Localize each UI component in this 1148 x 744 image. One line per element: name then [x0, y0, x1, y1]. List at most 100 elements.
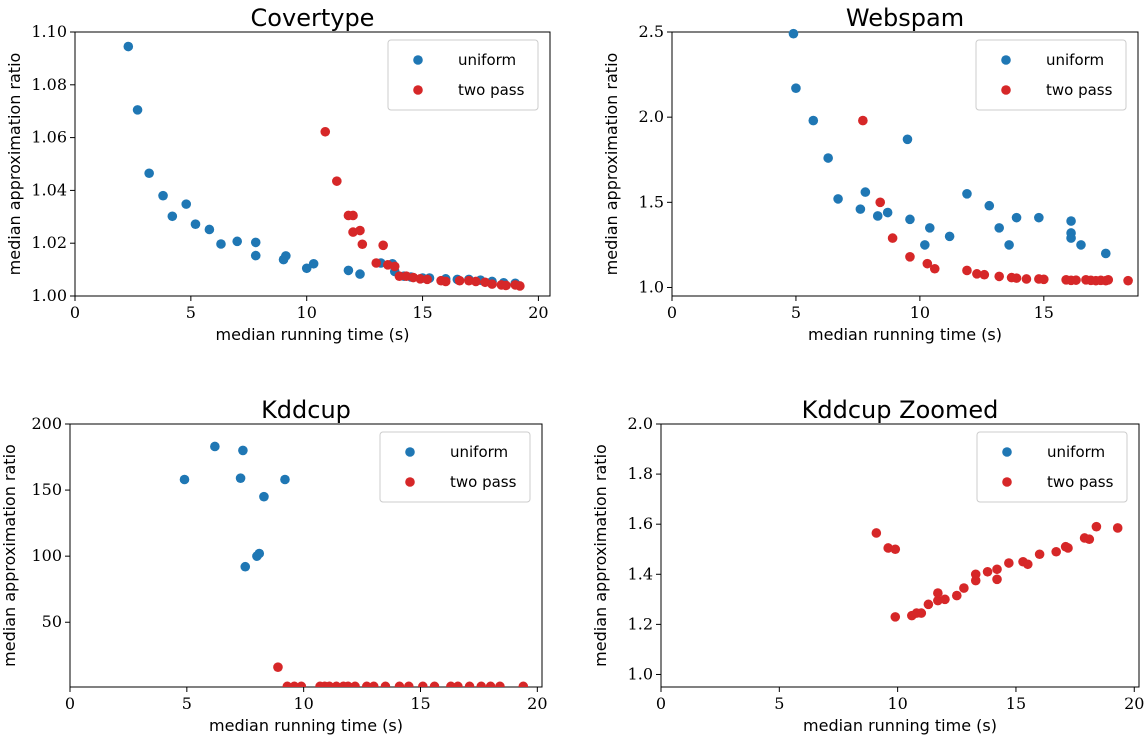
- x-tick-label: 0: [656, 694, 666, 713]
- uniform-point: [343, 265, 354, 276]
- uniform-point: [1066, 216, 1076, 226]
- x-tick-label: 10: [910, 303, 930, 322]
- y-tick-label: 100: [31, 546, 62, 565]
- panel-1: Covertype 0 5 10 15 20 1.00 1.02 1.04 1.06 1.08 1.1…: [5, 4, 551, 344]
- uniform-point: [238, 445, 248, 456]
- x-tick-label: 10: [887, 694, 907, 713]
- y-tick-label: 1.0: [639, 277, 664, 296]
- y-tick-label: 50: [42, 612, 62, 631]
- x-tick-label: 15: [1034, 303, 1054, 322]
- uniform-point: [123, 41, 134, 52]
- y-tick-label: 1.0: [628, 664, 653, 683]
- two-pass-point: [858, 115, 868, 126]
- two-pass-point: [1039, 274, 1049, 285]
- x-tick-label: 0: [667, 303, 677, 322]
- uniform-point: [791, 83, 801, 94]
- two-pass-point: [1084, 534, 1095, 545]
- uniform-point: [281, 251, 291, 261]
- two-pass-point: [890, 612, 901, 622]
- chart-title: Kddcup Zoomed: [802, 396, 999, 424]
- legend-label: uniform: [1046, 51, 1104, 69]
- two-pass-point: [992, 564, 1002, 575]
- two-pass-point: [883, 543, 893, 553]
- two-pass-point: [495, 681, 505, 687]
- legend-frame: [976, 431, 1128, 503]
- x-tick-label: 5: [182, 694, 192, 713]
- uniform-point: [144, 168, 154, 179]
- two-pass-point: [476, 681, 487, 687]
- uniform-point: [1011, 212, 1022, 223]
- two-pass-point: [923, 599, 934, 610]
- two-pass-point: [916, 608, 927, 618]
- uniform-point: [823, 153, 833, 163]
- legend: uniform two pass: [387, 39, 539, 111]
- uniform-point: [860, 187, 871, 197]
- uniform-point: [250, 250, 261, 261]
- legend-label: two pass: [1046, 81, 1113, 99]
- two-pass-point: [1071, 275, 1081, 285]
- two-pass-point: [357, 239, 368, 250]
- legend-label: two pass: [1047, 473, 1114, 491]
- two-pass-point: [992, 574, 1002, 585]
- uniform-point: [355, 269, 365, 279]
- uniform-point: [167, 211, 178, 222]
- legend-label: two pass: [458, 81, 525, 99]
- uniform-point: [250, 237, 261, 248]
- x-axis-label: median running time (s): [808, 325, 1002, 344]
- two-pass-point: [471, 276, 481, 287]
- two-pass-point: [464, 275, 474, 286]
- y-tick-label: 200: [31, 414, 62, 433]
- x-axis-label: median running time (s): [803, 716, 997, 735]
- x-tick-label: 5: [791, 303, 801, 322]
- two-pass-point: [929, 263, 940, 274]
- x-tick-label: 5: [186, 303, 196, 322]
- x-tick-label: 20: [527, 694, 547, 713]
- uniform-point: [994, 223, 1004, 233]
- y-tick-label: 1.6: [628, 514, 653, 533]
- legend: uniform two pass: [379, 431, 531, 503]
- y-tick-label: 1.02: [31, 233, 67, 252]
- y-tick-label: 2.0: [639, 107, 664, 126]
- legend-marker: [413, 55, 423, 65]
- two-pass-point: [1091, 521, 1102, 532]
- uniform-point: [216, 239, 226, 249]
- uniform-point: [240, 561, 251, 572]
- two-pass-point: [1112, 523, 1123, 533]
- two-pass-point: [1123, 275, 1133, 286]
- legend-marker: [1001, 85, 1011, 95]
- two-pass-point: [518, 681, 529, 687]
- legend-marker: [405, 447, 415, 457]
- two-pass-point: [350, 681, 360, 687]
- y-tick-label: 2.5: [639, 22, 664, 41]
- legend-marker: [1002, 477, 1012, 487]
- data-points: [179, 441, 529, 687]
- uniform-point: [1076, 240, 1086, 250]
- uniform-point: [158, 190, 168, 201]
- legend-frame: [379, 431, 531, 503]
- two-pass-point: [415, 274, 426, 284]
- two-pass-point: [875, 197, 886, 208]
- uniform-point: [210, 441, 220, 452]
- two-pass-point: [1034, 549, 1045, 560]
- uniform-point: [855, 204, 866, 214]
- two-pass-point: [515, 281, 525, 291]
- two-pass-point: [404, 681, 414, 687]
- chart-title: Covertype: [251, 4, 375, 32]
- uniform-point: [259, 491, 269, 502]
- two-pass-point: [320, 126, 331, 137]
- two-pass-point: [994, 271, 1004, 282]
- uniform-point: [984, 200, 995, 211]
- two-pass-point: [485, 681, 496, 687]
- two-pass-point: [296, 681, 307, 687]
- x-axis-label: median running time (s): [209, 716, 403, 735]
- two-pass-point: [972, 269, 982, 279]
- two-pass-point: [982, 566, 993, 577]
- two-pass-point: [464, 681, 475, 687]
- x-tick-label: 10: [297, 303, 317, 322]
- panel-4: Kddcup Zoomed 0 5 10 15 20 1.0 1.2 1.4 1.6 1.8 2.0 m…: [591, 396, 1144, 735]
- y-tick-label: 1.4: [628, 564, 653, 583]
- legend-marker: [413, 85, 423, 95]
- uniform-point: [204, 224, 215, 235]
- uniform-point: [181, 199, 192, 209]
